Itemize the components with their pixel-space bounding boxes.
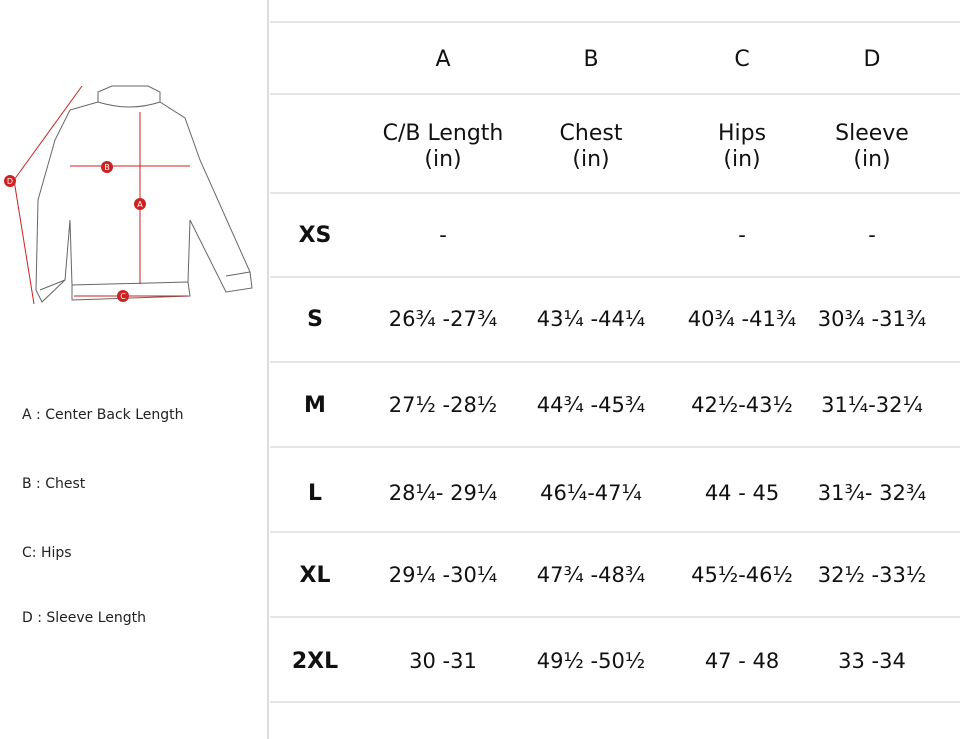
column-letter: B <box>583 47 598 72</box>
measure-cell: 32½ -33½ <box>818 563 926 587</box>
size-label: 2XL <box>292 649 338 674</box>
column-header: Sleeve <box>835 121 909 146</box>
marker-label: A <box>137 200 143 209</box>
measure-lines <box>13 85 190 305</box>
jacket-sketch <box>35 85 253 303</box>
column-letter: A <box>435 47 450 72</box>
column-header: C/B Length <box>383 121 504 146</box>
measure-cell: 46¼-47¼ <box>540 481 642 505</box>
measure-cell: - <box>738 223 746 247</box>
marker-dot <box>117 290 129 302</box>
legend-item: C: Hips <box>22 545 72 561</box>
measure-cell: 49½ -50½ <box>537 649 645 673</box>
measure-cell: 47 - 48 <box>705 649 779 673</box>
column-header: Hips <box>718 121 766 146</box>
measure-cell: 27½ -28½ <box>389 393 497 417</box>
size-label: L <box>308 481 322 506</box>
measure-cell: 26¾ -27¾ <box>389 307 497 331</box>
size-label: S <box>307 307 323 332</box>
measure-cell: 45½-46½ <box>691 563 793 587</box>
measure-cell: 33 -34 <box>838 649 906 673</box>
measure-cell: 31¾- 32¾ <box>818 481 926 505</box>
measure-cell: - <box>868 223 876 247</box>
marker-dot <box>101 161 113 173</box>
measure-cell: 44¾ -45¾ <box>537 393 645 417</box>
marker-label: C <box>120 292 126 301</box>
measure-cell: 30 -31 <box>409 649 477 673</box>
column-header: (in) <box>572 147 609 172</box>
measure-cell: 30¾ -31¾ <box>818 307 926 331</box>
measure-cell: - <box>439 223 447 247</box>
marker-label: B <box>104 163 110 172</box>
marker-dot <box>134 198 146 210</box>
measure-cell: 43¼ -44¼ <box>537 307 645 331</box>
column-header: (in) <box>853 147 890 172</box>
measure-cell: 29¼ -30¼ <box>389 563 497 587</box>
size-label: XL <box>300 563 331 588</box>
legend-item: D : Sleeve Length <box>22 610 146 626</box>
marker-dot <box>4 175 16 187</box>
legend-item: B : Chest <box>22 476 86 492</box>
marker-label: D <box>7 177 13 186</box>
measure-cell: 44 - 45 <box>705 481 779 505</box>
column-letter: D <box>864 47 881 72</box>
legend-item: A : Center Back Length <box>22 407 184 423</box>
column-header: Chest <box>560 121 623 146</box>
measure-cell: 28¼- 29¼ <box>389 481 497 505</box>
column-header: (in) <box>424 147 461 172</box>
measure-cell: 31¼-32¼ <box>821 393 923 417</box>
column-header: (in) <box>723 147 760 172</box>
size-label: XS <box>299 223 332 248</box>
size-label: M <box>304 393 326 418</box>
measure-cell: 47¾ -48¾ <box>537 563 645 587</box>
column-letter: C <box>734 47 749 72</box>
measure-cell: 42½-43½ <box>691 393 793 417</box>
measure-cell: 40¾ -41¾ <box>688 307 796 331</box>
